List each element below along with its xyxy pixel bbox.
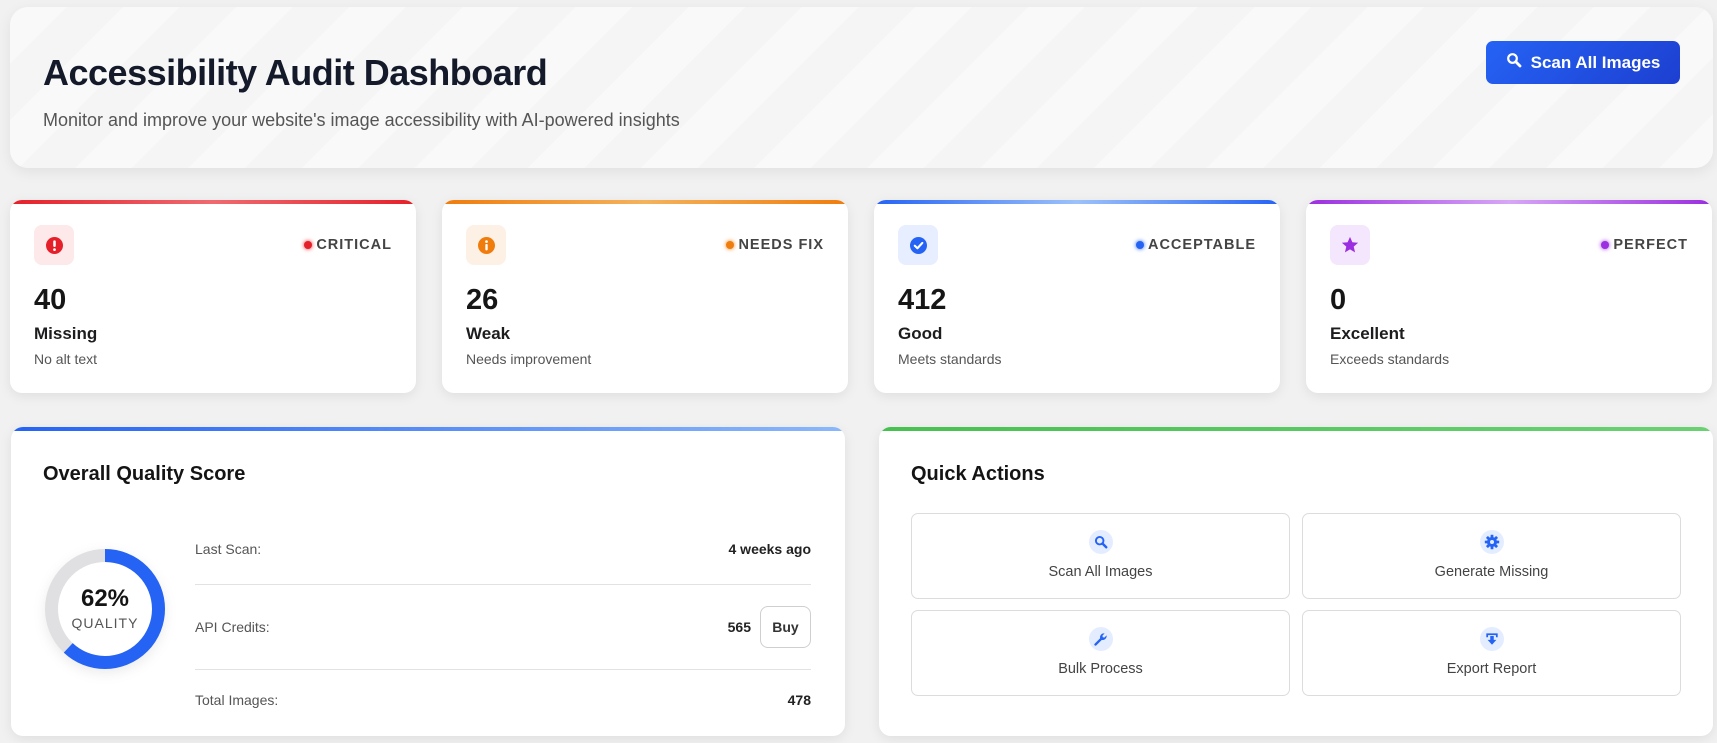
scan-all-images-button[interactable]: Scan All Images (1486, 41, 1680, 84)
info-label: API Credits: (195, 619, 270, 635)
info-row-total-images: Total Images: 478 (195, 670, 811, 730)
download-icon (1479, 627, 1504, 651)
quick-action-generate-missing[interactable]: Generate Missing (1302, 513, 1681, 599)
stat-card-weak: NEEDS FIX 26 Weak Needs improvement (442, 200, 848, 393)
critical-icon-box (34, 225, 74, 265)
quality-percent-label: QUALITY (71, 615, 139, 631)
quick-actions-title: Quick Actions (911, 463, 1045, 485)
quick-action-export-report[interactable]: Export Report (1302, 610, 1681, 696)
card-accent-bar (874, 200, 1280, 204)
info-row-api-credits: API Credits: 565 Buy (195, 585, 811, 670)
stat-card-good: ACCEPTABLE 412 Good Meets standards (874, 200, 1280, 393)
stat-label: Weak (466, 324, 511, 343)
search-icon (1506, 52, 1522, 73)
quality-score-title: Overall Quality Score (43, 463, 246, 485)
exclamation-circle-icon (45, 236, 63, 254)
stat-description: Meets standards (898, 351, 1002, 367)
gear-icon (1479, 530, 1504, 554)
quick-action-label: Export Report (1446, 661, 1537, 677)
panel-accent-bar (11, 427, 845, 431)
card-accent-bar (1306, 200, 1712, 204)
panel-accent-bar (879, 427, 1713, 431)
info-value: 4 weeks ago (728, 540, 812, 557)
stat-value: 40 (34, 284, 67, 316)
card-accent-bar (442, 200, 848, 204)
stat-label: Missing (34, 324, 98, 343)
info-circle-icon (477, 236, 495, 254)
perfect-icon-box (1330, 225, 1370, 265)
info-label: Last Scan: (195, 540, 262, 557)
quick-action-label: Scan All Images (1048, 564, 1153, 580)
needs-fix-icon-box (466, 225, 506, 265)
stat-value: 26 (466, 284, 499, 316)
star-icon (1341, 236, 1359, 253)
stat-description: No alt text (34, 351, 98, 367)
card-accent-bar (10, 200, 416, 204)
info-value: 478 (787, 692, 811, 708)
stat-description: Needs improvement (466, 351, 592, 367)
status-badge: PERFECT (1601, 237, 1688, 253)
check-circle-icon (909, 236, 927, 254)
quick-action-label: Generate Missing (1434, 564, 1549, 580)
stat-label: Excellent (1330, 324, 1405, 343)
quality-score-panel: Overall Quality Score 62% QUALITY Last S… (11, 427, 845, 736)
stat-card-missing: CRITICAL 40 Missing No alt text (10, 200, 416, 393)
stat-label: Good (898, 324, 943, 343)
search-icon (1088, 530, 1113, 554)
info-value: 565 (727, 619, 751, 635)
info-row-last-scan: Last Scan: 4 weeks ago (195, 513, 811, 585)
wrench-icon (1088, 627, 1113, 651)
quick-action-label: Bulk Process (1058, 661, 1143, 677)
scan-all-images-label: Scan All Images (1530, 52, 1661, 72)
acceptable-icon-box (898, 225, 938, 265)
page-subtitle: Monitor and improve your website's image… (43, 110, 680, 130)
status-badge: ACCEPTABLE (1135, 237, 1256, 253)
stat-value: 412 (898, 284, 947, 316)
quick-action-scan-all-images[interactable]: Scan All Images (911, 513, 1290, 599)
stat-card-excellent: PERFECT 0 Excellent Exceeds standards (1306, 200, 1712, 393)
status-badge: NEEDS FIX (726, 237, 824, 253)
status-badge: CRITICAL (304, 237, 392, 253)
quick-actions-panel: Quick Actions Scan All Images (879, 427, 1713, 736)
quality-percent: 62% (80, 585, 130, 612)
info-label: Total Images: (195, 692, 279, 708)
page-title: Accessibility Audit Dashboard (43, 52, 548, 93)
stat-description: Exceeds standards (1330, 351, 1450, 367)
buy-credits-button[interactable]: Buy (760, 606, 811, 648)
quick-action-bulk-process[interactable]: Bulk Process (911, 610, 1290, 696)
stat-value: 0 (1330, 284, 1347, 316)
page-header: Accessibility Audit Dashboard Monitor an… (10, 7, 1713, 168)
quality-donut-chart: 62% QUALITY (43, 547, 167, 671)
